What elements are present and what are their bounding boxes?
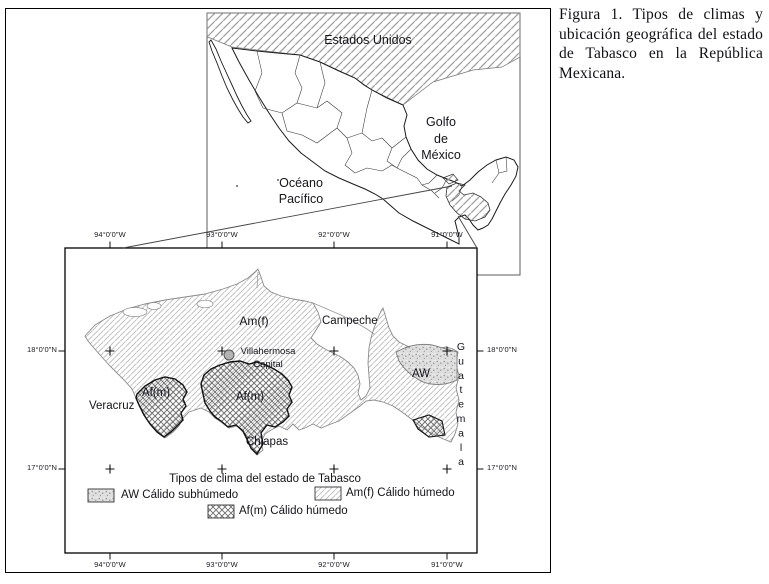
aw-region: [395, 343, 458, 385]
island-dot: [277, 179, 279, 181]
lat-left-18: 18°0'0"N: [27, 345, 57, 354]
lagoon: [196, 299, 214, 309]
legend-label-amf: Am(f) Cálido húmedo: [346, 487, 455, 499]
capital-label: Capital: [253, 359, 283, 370]
usa-label: Estados Unidos: [324, 33, 412, 47]
baja-california-outline: [208, 39, 252, 124]
ocean-line1: Océano: [279, 176, 323, 190]
afm-west-label: Af(m): [141, 387, 171, 399]
legend-label-afm: Af(m) Cálido húmedo: [239, 505, 348, 517]
lon-bottom-93: 93°0'0"W: [206, 560, 238, 569]
legend-swatch-amf: [314, 486, 342, 501]
campeche-coastline: [312, 302, 375, 335]
amf-label: Am(f): [239, 314, 269, 328]
tabasco-highlight-west: [442, 173, 459, 185]
legend-swatch-aw: [87, 488, 115, 503]
veracruz-label: Veracruz: [89, 400, 135, 412]
legend-label-aw: AW Cálido subhúmedo: [121, 489, 239, 501]
legend-swatch-afm: [207, 504, 235, 519]
map-ticks: [58, 241, 484, 560]
pacific-ocean-label: Océano Pacífico: [269, 175, 333, 207]
lon-bottom-92: 92°0'0"W: [318, 560, 350, 569]
tabasco-highlight: [445, 182, 491, 222]
afm-central-label: Af(m): [235, 391, 265, 403]
lon-top-93: 93°0'0"W: [206, 230, 238, 239]
afm-southeast-sliver: [412, 414, 446, 438]
overlay: [58, 185, 484, 560]
lon-bottom-91: 91°0'0"W: [431, 560, 463, 569]
gulf-line3: México: [421, 148, 461, 162]
gulf-of-mexico-label: Golfo de México: [409, 114, 473, 164]
villahermosa-label: Villahermosa: [240, 346, 296, 357]
river-line: [256, 271, 259, 289]
lagoon: [122, 307, 148, 317]
overview-map: [206, 12, 521, 276]
guatemala-label: Guatemala: [455, 341, 467, 471]
aw-label: AW: [411, 368, 431, 380]
lon-top-92: 92°0'0"W: [318, 230, 350, 239]
legend-title: Tipos de clima del estado de Tabasco: [169, 473, 361, 485]
lat-left-17: 17°0'0"N: [27, 463, 57, 472]
ocean-line2: Pacífico: [278, 192, 324, 206]
lat-right-18: 18°0'0"N: [487, 345, 517, 354]
gulf-line2: de: [434, 131, 448, 146]
lon-top-91: 91°0'0"W: [431, 230, 463, 239]
lat-right-17: 17°0'0"N: [487, 463, 517, 472]
campeche-label: Campeche: [322, 315, 378, 327]
capital-marker: [223, 349, 235, 361]
chiapas-label: Chiapas: [245, 436, 289, 448]
lon-top-94: 94°0'0"W: [94, 230, 126, 239]
island-dot: [236, 185, 238, 187]
graticule-crosses: [105, 346, 452, 474]
afm-central-region: [200, 360, 293, 456]
inset-map: [64, 247, 478, 554]
figure-border-box: [5, 8, 551, 573]
zoom-leader-lines: [122, 185, 478, 249]
gulf-line1: Golfo: [426, 115, 456, 129]
figure-caption: Figura 1. Tipos de climas y ubicación ge…: [559, 6, 763, 82]
afm-west-region: [135, 376, 188, 438]
lagoon: [146, 302, 162, 310]
lon-bottom-94: 94°0'0"W: [94, 560, 126, 569]
